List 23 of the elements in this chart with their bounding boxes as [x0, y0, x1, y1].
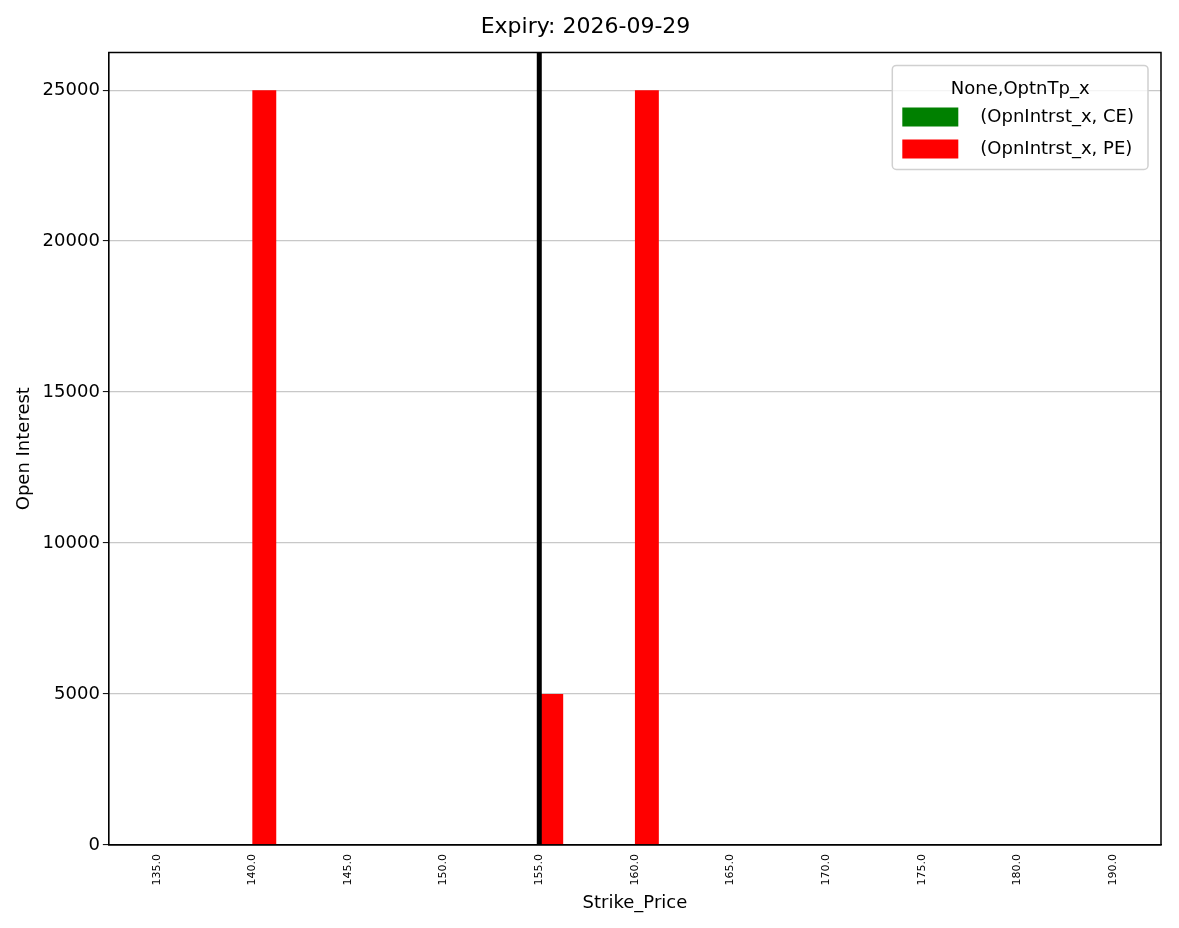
x-tick-label: 160.0 — [627, 853, 641, 886]
x-tick-label: 190.0 — [1106, 853, 1120, 886]
y-tick-label: 15000 — [42, 379, 100, 401]
y-tick-label: 20000 — [42, 228, 100, 250]
legend-label: (OpnIntrst_x, CE) — [980, 105, 1135, 128]
x-axis-title: Strike_Price — [582, 890, 688, 913]
x-tick-label: 135.0 — [149, 853, 163, 886]
x-tick-label: 165.0 — [723, 853, 737, 886]
legend-title: None,OptnTp_x — [950, 77, 1090, 100]
y-tick-label: 25000 — [42, 77, 100, 99]
x-tick-label: 145.0 — [340, 853, 354, 886]
y-tick-label: 5000 — [54, 681, 100, 703]
legend-label: (OpnIntrst_x, PE) — [980, 137, 1133, 160]
x-tick-label: 150.0 — [436, 853, 450, 886]
x-tick-label: 175.0 — [914, 853, 928, 886]
y-tick-label: 0 — [88, 832, 100, 854]
x-tick-label: 140.0 — [245, 853, 259, 886]
x-tick-label: 170.0 — [819, 853, 833, 886]
x-tick-label: 155.0 — [532, 853, 546, 886]
y-tick-label: 10000 — [42, 530, 100, 552]
chart-title: Expiry: 2026-09-29 — [480, 12, 691, 38]
x-tick-label: 180.0 — [1010, 853, 1024, 886]
y-axis-title: Open Interest — [12, 387, 34, 511]
